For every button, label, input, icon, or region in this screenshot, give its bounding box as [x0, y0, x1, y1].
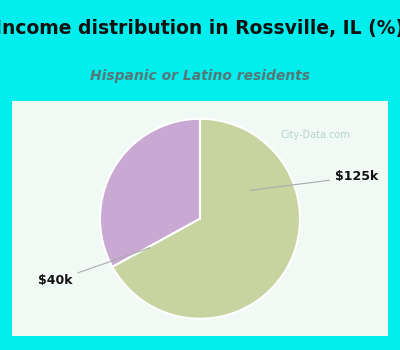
- Wedge shape: [100, 119, 200, 267]
- Text: $125k: $125k: [250, 170, 378, 190]
- Text: Income distribution in Rossville, IL (%): Income distribution in Rossville, IL (%): [0, 19, 400, 38]
- FancyBboxPatch shape: [4, 97, 396, 341]
- Text: Hispanic or Latino residents: Hispanic or Latino residents: [90, 69, 310, 83]
- Wedge shape: [112, 119, 300, 319]
- Text: City-Data.com: City-Data.com: [280, 130, 350, 140]
- Text: $40k: $40k: [38, 248, 150, 287]
